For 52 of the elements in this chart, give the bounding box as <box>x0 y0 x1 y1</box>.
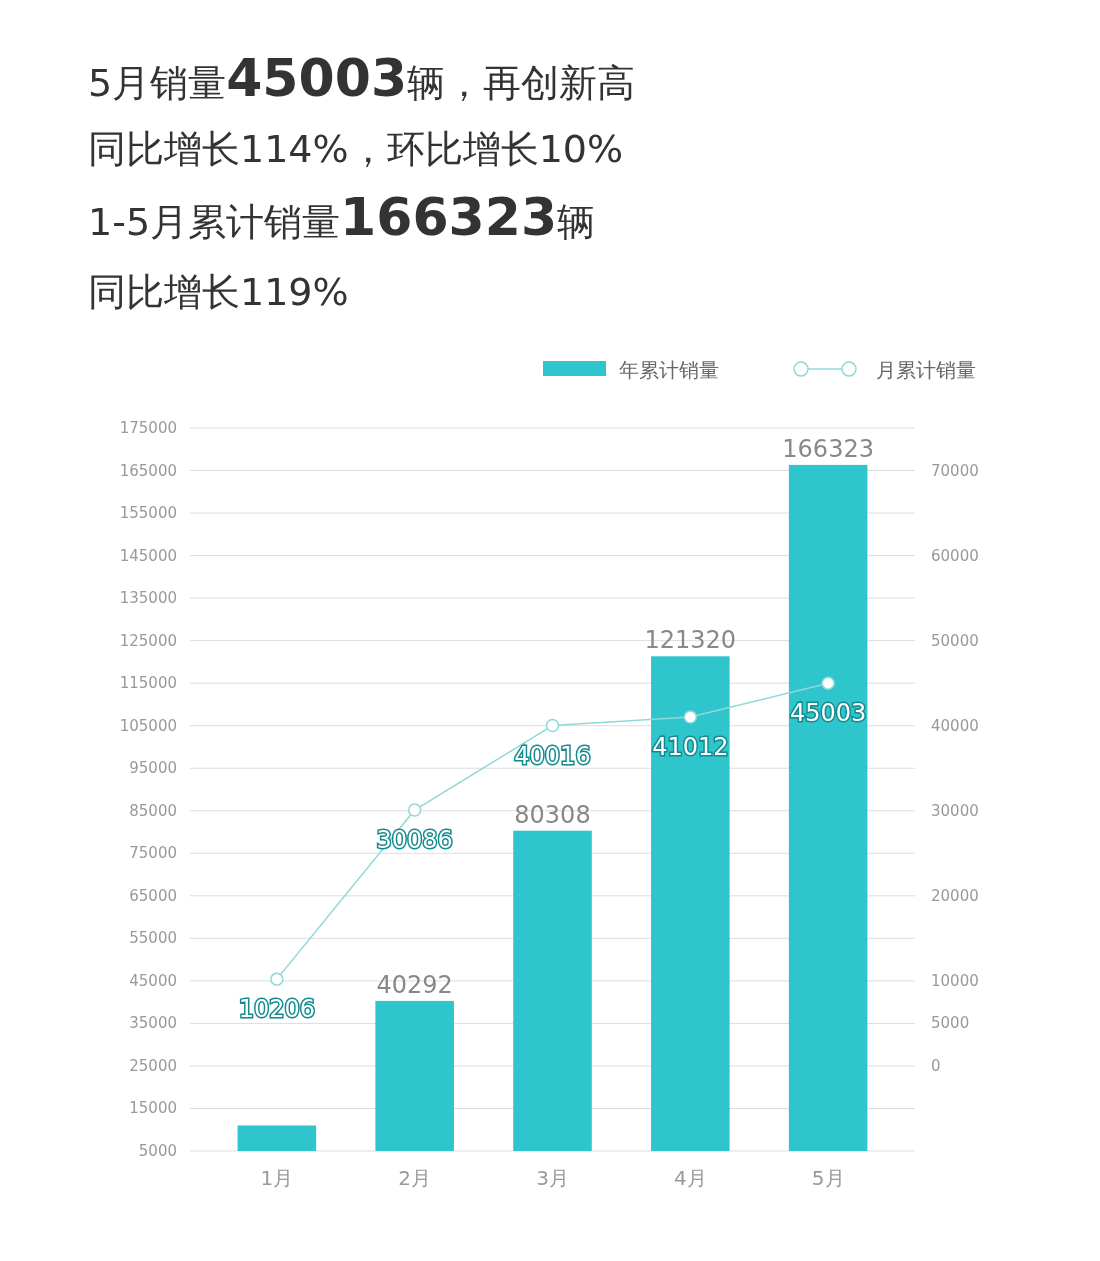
y2-tick-label: 5000 <box>931 1014 970 1033</box>
y-tick-label: 65000 <box>129 886 177 905</box>
y-tick-label: 115000 <box>119 674 177 693</box>
text: 同比增长119% <box>88 270 349 314</box>
data-label: 166323 <box>782 434 874 463</box>
y2-tick-label: 50000 <box>931 631 979 650</box>
point <box>407 803 422 817</box>
y-tick-label: 105000 <box>119 716 177 735</box>
y-tick-label: 145000 <box>119 546 177 565</box>
y-tick-label: 75000 <box>129 844 177 863</box>
legend-label: 年累计销量 <box>619 358 719 382</box>
y-tick-label: 5000 <box>138 1142 177 1160</box>
y2-tick-label: 60000 <box>931 546 979 565</box>
data-label: 80308 <box>514 800 591 829</box>
y-tick-label: 165000 <box>119 461 177 480</box>
point <box>821 676 835 690</box>
y-tick-label: 15000 <box>129 1099 177 1118</box>
y2-tick-label: 20000 <box>931 886 979 905</box>
y-tick-label: 25000 <box>129 1056 177 1075</box>
y-tick-label: 55000 <box>129 929 177 948</box>
x-tick-label: 3月 <box>536 1166 569 1190</box>
y-tick-label: 85000 <box>129 801 177 820</box>
point <box>683 710 698 724</box>
x-tick-label: 1月 <box>260 1166 294 1190</box>
x-tick-label: 2月 <box>398 1166 432 1190</box>
data-label: 10206 <box>238 995 316 1024</box>
data-label: 45003 <box>789 699 867 728</box>
x-tick-label: 4月 <box>673 1166 707 1190</box>
data-label: 30086 <box>376 826 453 855</box>
y-tick-label: 175000 <box>119 419 177 437</box>
data-label: 121320 <box>644 626 737 655</box>
y2-tick-label: 0 <box>931 1056 941 1075</box>
chart-title: 5月销量45003辆，再创新高 <box>88 48 636 108</box>
y2-tick-label: 70000 <box>931 461 979 480</box>
y-tick-label: 95000 <box>129 759 177 778</box>
y-tick-label: 135000 <box>119 589 177 608</box>
y-tick-label: 35000 <box>129 1014 177 1033</box>
data-label: 41012 <box>652 733 729 762</box>
data-label: 40016 <box>514 741 591 770</box>
y-tick-label: 155000 <box>119 504 177 523</box>
y2-tick-label: 10000 <box>931 971 979 990</box>
point <box>270 972 284 986</box>
y-tick-label: 45000 <box>129 971 177 990</box>
x-tick-label: 5月 <box>811 1166 845 1190</box>
data-label: 40292 <box>376 970 453 999</box>
chart-subtitle: 同比增长114%，环比增长10% <box>88 127 624 171</box>
y2-tick-label: 30000 <box>931 801 979 820</box>
point <box>545 718 560 733</box>
y-tick-label: 125000 <box>119 631 177 650</box>
legend-label: 月累计销量 <box>876 358 976 382</box>
text: 1-5月累计销量166323辆 <box>88 187 596 247</box>
y2-tick-label: 40000 <box>931 716 979 735</box>
